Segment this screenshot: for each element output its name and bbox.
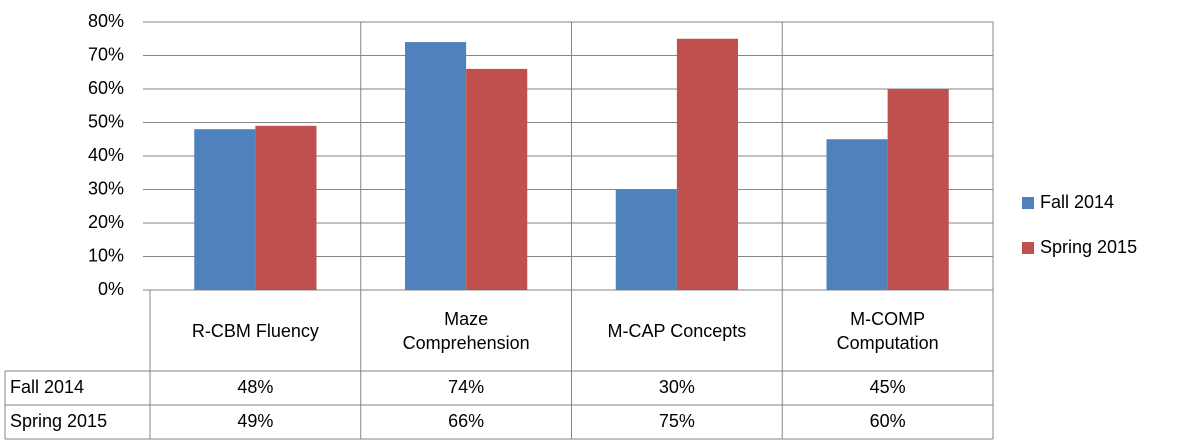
category-wrap: R-CBM Fluency — [150, 290, 361, 371]
category-cell: R-CBM Fluency — [150, 290, 361, 371]
table-value: 75% — [659, 411, 695, 431]
category-wrap: Maze Comprehension — [361, 290, 572, 371]
table-value: 48% — [237, 377, 273, 397]
bar — [887, 89, 949, 290]
table-value: 49% — [237, 411, 273, 431]
x-tick-label: M-COMP Computation — [836, 308, 939, 353]
y-tick-label: 40% — [88, 145, 124, 165]
y-tick-label: 60% — [88, 78, 124, 98]
category-cell: M-COMP Computation — [782, 290, 993, 371]
y-tick-label: 20% — [88, 212, 124, 232]
y-tick-label: 50% — [88, 111, 124, 131]
table-value: 60% — [870, 411, 906, 431]
x-tick-label: R-CBM Fluency — [191, 320, 319, 341]
category-wrap: M-CAP Concepts — [572, 290, 783, 371]
x-tick-label: Maze Comprehension — [402, 308, 530, 353]
y-tick-label: 10% — [88, 245, 124, 265]
table-value: 66% — [448, 411, 484, 431]
row-header: Spring 2015 — [10, 411, 107, 431]
y-tick-label: 80% — [88, 11, 124, 31]
x-tick-label: M-CAP Concepts — [607, 320, 747, 341]
y-tick-label: 70% — [88, 44, 124, 64]
y-tick-label: 0% — [98, 279, 124, 299]
category-cell: M-CAP Concepts — [572, 290, 783, 371]
bar — [194, 129, 256, 290]
bar — [405, 42, 467, 290]
bar — [615, 189, 677, 290]
bar — [826, 139, 888, 290]
y-tick-label: 30% — [88, 178, 124, 198]
legend-swatch — [1022, 197, 1034, 209]
table-value: 74% — [448, 377, 484, 397]
legend-label: Fall 2014 — [1040, 192, 1114, 212]
bar — [255, 125, 317, 290]
row-header: Fall 2014 — [10, 377, 84, 397]
table-value: 30% — [659, 377, 695, 397]
bar — [466, 68, 528, 291]
table-value: 45% — [870, 377, 906, 397]
legend-swatch — [1022, 242, 1034, 254]
category-cell: Maze Comprehension — [361, 290, 572, 371]
bar — [676, 38, 738, 290]
legend-label: Spring 2015 — [1040, 237, 1137, 257]
category-wrap: M-COMP Computation — [782, 290, 993, 371]
